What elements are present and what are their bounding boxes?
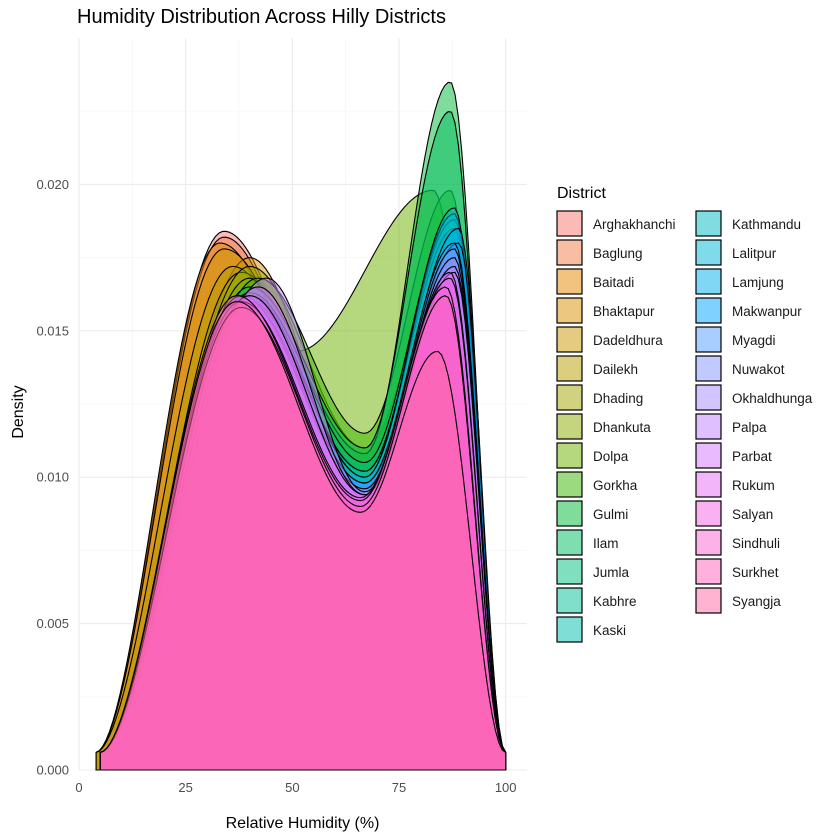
legend-label-nuwakot: Nuwakot: [732, 362, 785, 377]
x-tick-label: 50: [285, 780, 299, 795]
legend-key-jumla: [556, 558, 583, 585]
axes: 0 25 50 75 100 0.000 0.005 0.010 0.015 0.020: [36, 177, 516, 795]
legend-key-surkhet: [695, 558, 722, 585]
legend-label-palpa: Palpa: [732, 420, 767, 435]
legend-key-bhaktapur: [556, 297, 583, 324]
legend-key-nuwakot: [695, 355, 722, 382]
legend-label-baglung: Baglung: [593, 246, 643, 261]
legend-label-bhaktapur: Bhaktapur: [593, 304, 655, 319]
legend-label-jumla: Jumla: [593, 565, 630, 580]
legend-label-lamjung: Lamjung: [732, 275, 784, 290]
y-tick-label: 0.005: [36, 616, 69, 631]
legend-label-dailekh: Dailekh: [593, 362, 638, 377]
legend-title: District: [557, 185, 606, 202]
legend-key-lamjung: [695, 268, 722, 295]
legend-label-gorkha: Gorkha: [593, 478, 638, 493]
legend-label-dhading: Dhading: [593, 391, 643, 406]
legend: District Arghakhanchi Baglung Baitadi Bhakt…: [556, 185, 813, 643]
legend-label-salyan: Salyan: [732, 507, 773, 522]
legend-label-parbat: Parbat: [732, 449, 772, 464]
y-tick-label: 0.010: [36, 470, 69, 485]
legend-key-palpa: [695, 413, 722, 440]
legend-key-arghakhanchi: [556, 210, 583, 237]
y-axis-title: Density: [10, 385, 27, 438]
legend-label-makwanpur: Makwanpur: [732, 304, 802, 319]
legend-label-rukum: Rukum: [732, 478, 775, 493]
legend-key-makwanpur: [695, 297, 722, 324]
legend-key-ilam: [556, 529, 583, 556]
legend-items: Arghakhanchi Baglung Baitadi Bhaktapur Dadel…: [556, 210, 813, 643]
legend-key-gorkha: [556, 471, 583, 498]
legend-key-dadeldhura: [556, 326, 583, 353]
legend-label-dolpa: Dolpa: [593, 449, 629, 464]
legend-label-baitadi: Baitadi: [593, 275, 634, 290]
legend-key-dhankuta: [556, 413, 583, 440]
chart-title: Humidity Distribution Across Hilly Distr…: [77, 6, 446, 28]
legend-key-parbat: [695, 442, 722, 469]
legend-key-dailekh: [556, 355, 583, 382]
legend-label-myagdi: Myagdi: [732, 333, 776, 348]
y-tick-label: 0.015: [36, 323, 69, 338]
legend-key-dhading: [556, 384, 583, 411]
x-axis-title: Relative Humidity (%): [226, 815, 380, 832]
legend-key-kathmandu: [695, 210, 722, 237]
legend-label-lalitpur: Lalitpur: [732, 246, 777, 261]
legend-key-kabhre: [556, 587, 583, 614]
legend-label-sindhuli: Sindhuli: [732, 536, 780, 551]
x-tick-label: 75: [392, 780, 406, 795]
legend-label-arghakhanchi: Arghakhanchi: [593, 217, 676, 232]
legend-label-syangja: Syangja: [732, 594, 781, 609]
density-curve-syangja: [99, 301, 507, 771]
legend-key-baitadi: [556, 268, 583, 295]
legend-key-salyan: [695, 500, 722, 527]
y-tick-label: 0.000: [36, 763, 69, 778]
legend-key-baglung: [556, 239, 583, 266]
legend-label-dadeldhura: Dadeldhura: [593, 333, 663, 348]
legend-key-syangja: [695, 587, 722, 614]
legend-label-kabhre: Kabhre: [593, 594, 637, 609]
legend-label-gulmi: Gulmi: [593, 507, 628, 522]
legend-key-myagdi: [695, 326, 722, 353]
x-tick-label: 25: [178, 780, 192, 795]
legend-key-lalitpur: [695, 239, 722, 266]
x-tick-label: 0: [75, 780, 82, 795]
legend-label-kaski: Kaski: [593, 623, 626, 638]
legend-label-dhankuta: Dhankuta: [593, 420, 651, 435]
x-tick-label: 100: [495, 780, 517, 795]
legend-label-surkhet: Surkhet: [732, 565, 779, 580]
legend-key-dolpa: [556, 442, 583, 469]
legend-label-okhaldhunga: Okhaldhunga: [732, 391, 813, 406]
y-tick-label: 0.020: [36, 177, 69, 192]
legend-key-okhaldhunga: [695, 384, 722, 411]
legend-key-rukum: [695, 471, 722, 498]
legend-key-sindhuli: [695, 529, 722, 556]
density-curves: [95, 81, 507, 771]
legend-label-ilam: Ilam: [593, 536, 619, 551]
legend-key-gulmi: [556, 500, 583, 527]
legend-label-kathmandu: Kathmandu: [732, 217, 801, 232]
legend-key-kaski: [556, 616, 583, 643]
